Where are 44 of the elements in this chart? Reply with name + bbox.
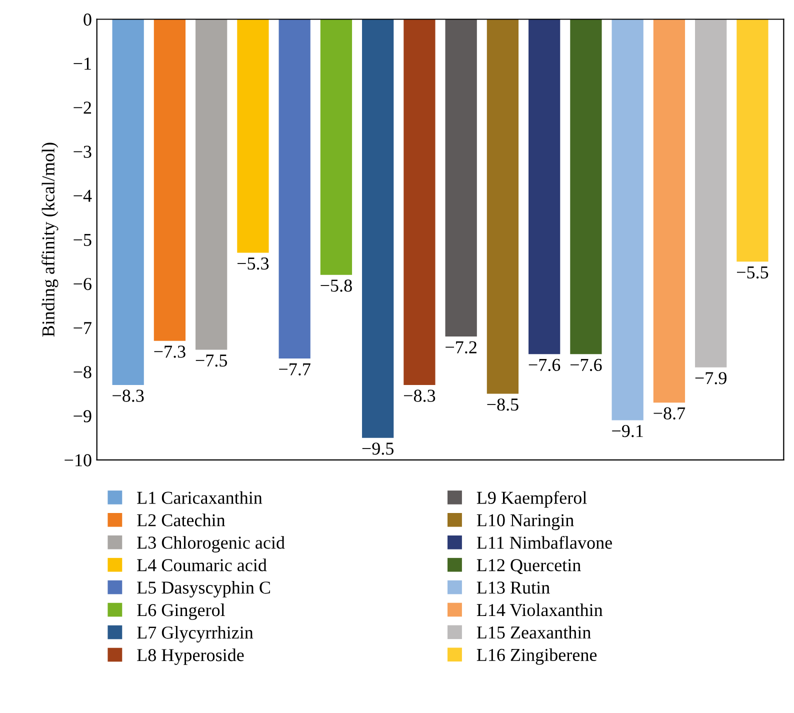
y-tick-label: −1: [74, 58, 91, 70]
legend-label: L2 Catechin: [137, 514, 226, 526]
y-axis-title: Binding affinity (kcal/mol): [42, 142, 58, 337]
data-label: −7.6: [528, 358, 560, 372]
legend-label: L3 Chlorogenic acid: [137, 536, 285, 553]
legend-label: L6 Gingerol: [137, 604, 225, 620]
data-label: −8.3: [404, 390, 436, 402]
y-tick-label: −3: [74, 146, 92, 158]
data-label: −5.8: [320, 280, 352, 292]
y-tick-label: −10: [64, 454, 92, 466]
legend-label: L11 Nimbaflavone: [476, 536, 612, 549]
legend-label: L12 Quercetin: [476, 559, 581, 574]
data-label: −8.7: [654, 407, 686, 420]
y-tick-label: −2: [74, 102, 92, 114]
data-label: −9.1: [612, 424, 643, 438]
data-label: −8.3: [112, 390, 144, 402]
data-label: −9.5: [362, 442, 394, 455]
legend-label: L7 Glycyrrhizin: [137, 626, 254, 642]
legend-label: L15 Zeaxanthin: [476, 626, 591, 639]
y-tick-label: −5: [74, 234, 92, 246]
legend-label: L5 Dasyscyphin C: [137, 581, 270, 598]
legend-label: L4 Coumaric acid: [137, 558, 267, 572]
data-label: −5.3: [237, 258, 269, 270]
data-label: −7.3: [154, 346, 186, 358]
legend-label: L16 Zingiberene: [476, 648, 597, 665]
y-tick-label: 0: [84, 14, 92, 26]
data-label: −8.5: [487, 398, 518, 411]
legend-label: L13 Rutin: [476, 582, 550, 594]
y-tick-label: −4: [74, 190, 92, 202]
legend-label: L14 Violaxanthin: [476, 603, 603, 616]
y-tick-label: −9: [74, 410, 92, 422]
y-tick-label: −7: [74, 322, 92, 334]
legend-label: L1 Caricaxanthin: [137, 491, 262, 504]
y-tick-label: −8: [74, 366, 92, 378]
data-label: −5.5: [736, 266, 768, 279]
data-label: −7.9: [695, 372, 726, 384]
legend-label: L10 Naringin: [476, 514, 574, 530]
data-label: −7.2: [446, 341, 476, 354]
legend-label: L8 Hyperoside: [137, 648, 244, 665]
data-label: −7.7: [279, 363, 310, 376]
legend-label: L9 Kaempferol: [476, 491, 587, 508]
data-label: −7.5: [196, 354, 228, 367]
y-tick-label: −6: [74, 278, 92, 290]
data-label: −7.6: [570, 358, 602, 372]
